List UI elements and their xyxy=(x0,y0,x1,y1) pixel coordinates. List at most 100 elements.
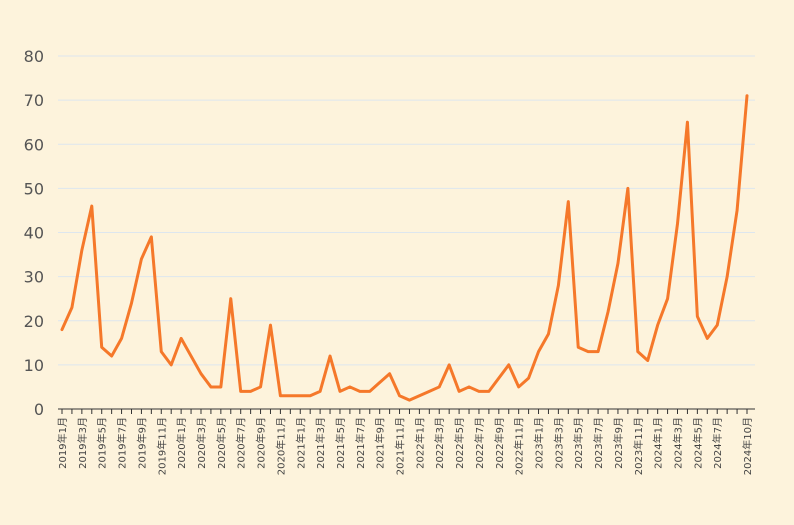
data-point xyxy=(706,337,709,340)
y-tick-label: 60 xyxy=(24,135,44,154)
x-tick-label: 2022年7月 xyxy=(473,417,486,469)
data-point xyxy=(398,394,401,397)
y-tick-label: 30 xyxy=(24,268,44,287)
data-point xyxy=(368,390,371,393)
data-point xyxy=(160,350,163,353)
data-point xyxy=(358,390,362,393)
data-point xyxy=(388,372,391,375)
x-tick-label: 2019年7月 xyxy=(116,417,129,469)
x-tick-label: 2019年1月 xyxy=(56,417,69,469)
data-point xyxy=(328,354,332,358)
data-point xyxy=(140,257,143,261)
x-tick-label: 2022年11月 xyxy=(513,417,526,475)
data-point xyxy=(199,372,203,375)
x-tick-label: 2020年1月 xyxy=(175,417,188,469)
data-point xyxy=(219,385,223,389)
y-axis: 0 10 20 30 40 50 60 70 80 xyxy=(24,47,44,419)
data-point xyxy=(457,390,461,393)
data-point xyxy=(686,120,689,124)
data-point xyxy=(577,346,580,349)
data-point xyxy=(269,323,272,327)
data-point xyxy=(259,385,262,389)
y-tick-label: 20 xyxy=(24,312,44,331)
x-tick-label: 2022年9月 xyxy=(493,417,506,469)
x-tick-label: 2021年7月 xyxy=(354,417,367,469)
series-layer xyxy=(60,94,749,402)
x-tick-label: 2019年5月 xyxy=(96,417,109,469)
data-point xyxy=(646,359,649,362)
data-point xyxy=(170,363,173,367)
x-tick-label: 2024年7月 xyxy=(711,417,724,469)
data-point xyxy=(586,350,590,353)
x-tick-label: 2020年5月 xyxy=(215,417,228,469)
data-point xyxy=(547,332,550,336)
data-point xyxy=(279,394,282,397)
data-point xyxy=(725,275,729,278)
grid-lines xyxy=(58,55,755,366)
data-point xyxy=(90,204,93,208)
data-point xyxy=(467,385,471,389)
data-point xyxy=(378,381,381,384)
data-point xyxy=(408,398,411,402)
data-point xyxy=(507,363,510,367)
data-point xyxy=(716,323,719,327)
x-tick-label: 2020年9月 xyxy=(255,417,268,469)
data-point xyxy=(745,94,749,97)
data-point xyxy=(249,390,252,393)
x-tick-label: 2022年1月 xyxy=(413,417,426,469)
data-point xyxy=(239,390,242,393)
y-tick-label: 40 xyxy=(24,224,44,243)
x-tick-label: 2021年9月 xyxy=(374,417,387,469)
data-point xyxy=(636,350,639,353)
data-point xyxy=(80,248,84,252)
data-point xyxy=(616,262,620,265)
data-point xyxy=(428,390,431,393)
x-tick-label: 2023年1月 xyxy=(533,417,546,469)
data-point xyxy=(110,354,113,358)
y-tick-label: 80 xyxy=(24,47,44,66)
x-tick-label: 2021年5月 xyxy=(334,417,347,469)
x-tick-label: 2019年11月 xyxy=(155,417,168,475)
x-tick-label: 2023年5月 xyxy=(572,417,585,469)
x-tick-label: 2020年3月 xyxy=(195,417,208,469)
data-point xyxy=(60,328,64,331)
x-tick-label: 2023年11月 xyxy=(632,417,645,475)
data-point xyxy=(70,306,74,309)
series-line xyxy=(60,94,749,402)
data-point xyxy=(289,394,292,397)
x-tick-label: 2021年3月 xyxy=(314,417,327,469)
x-tick-label: 2021年11月 xyxy=(394,417,407,475)
data-point xyxy=(418,394,421,397)
data-point xyxy=(299,394,302,397)
x-tick-label: 2020年7月 xyxy=(235,417,248,469)
data-point xyxy=(318,390,322,393)
data-point xyxy=(338,390,342,393)
data-point xyxy=(209,385,213,389)
data-point xyxy=(179,337,183,340)
data-point xyxy=(497,376,501,380)
data-point xyxy=(656,323,659,327)
data-point xyxy=(527,376,530,380)
data-point xyxy=(150,235,153,239)
y-tick-label: 50 xyxy=(24,179,44,198)
data-point xyxy=(596,350,600,353)
x-tick-label: 2022年5月 xyxy=(453,417,466,469)
data-point xyxy=(517,385,520,389)
data-point xyxy=(606,310,610,314)
x-tick-label: 2024年10月 xyxy=(741,417,754,475)
data-point xyxy=(189,354,193,358)
x-tick-label: 2022年3月 xyxy=(433,417,446,469)
data-point xyxy=(487,390,491,393)
x-tick-label: 2024年3月 xyxy=(672,417,685,469)
data-point xyxy=(735,209,739,212)
x-tick-label: 2024年1月 xyxy=(652,417,665,469)
data-point xyxy=(447,363,451,367)
x-tick-label: 2019年9月 xyxy=(135,417,148,469)
x-tick-label: 2024年5月 xyxy=(691,417,704,469)
y-tick-label: 0 xyxy=(34,400,44,419)
x-axis: 2019年1月 2019年3月 2019年5月 2019年7月 2019年9月 2019年… xyxy=(56,408,755,475)
data-point xyxy=(229,297,232,300)
data-point xyxy=(130,301,133,305)
